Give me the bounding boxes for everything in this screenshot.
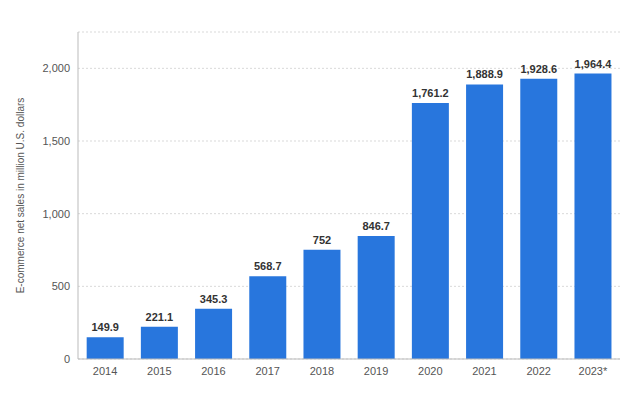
svg-text:2018: 2018 bbox=[310, 365, 334, 377]
svg-text:1,888.9: 1,888.9 bbox=[466, 68, 503, 80]
svg-text:0: 0 bbox=[64, 353, 70, 365]
svg-text:221.1: 221.1 bbox=[146, 311, 174, 323]
svg-text:2021: 2021 bbox=[472, 365, 496, 377]
svg-text:2020: 2020 bbox=[418, 365, 442, 377]
svg-text:1,000: 1,000 bbox=[42, 208, 70, 220]
svg-text:345.3: 345.3 bbox=[200, 293, 228, 305]
svg-text:149.9: 149.9 bbox=[91, 321, 119, 333]
svg-text:752: 752 bbox=[313, 234, 331, 246]
svg-text:2015: 2015 bbox=[147, 365, 171, 377]
svg-text:1,964.4: 1,964.4 bbox=[575, 58, 613, 70]
svg-text:568.7: 568.7 bbox=[254, 260, 282, 272]
svg-text:1,761.2: 1,761.2 bbox=[412, 87, 449, 99]
svg-text:1,928.6: 1,928.6 bbox=[520, 63, 557, 75]
svg-text:2,000: 2,000 bbox=[42, 62, 70, 74]
svg-text:2022: 2022 bbox=[526, 365, 550, 377]
svg-text:2019: 2019 bbox=[364, 365, 388, 377]
svg-text:E-commerce net sales in millio: E-commerce net sales in million U.S. dol… bbox=[15, 98, 26, 294]
svg-text:2023*: 2023* bbox=[579, 365, 608, 377]
svg-text:1,500: 1,500 bbox=[42, 135, 70, 147]
svg-text:500: 500 bbox=[52, 280, 70, 292]
svg-text:2014: 2014 bbox=[93, 365, 117, 377]
svg-text:846.7: 846.7 bbox=[362, 220, 390, 232]
svg-text:2017: 2017 bbox=[255, 365, 279, 377]
svg-text:2016: 2016 bbox=[201, 365, 225, 377]
